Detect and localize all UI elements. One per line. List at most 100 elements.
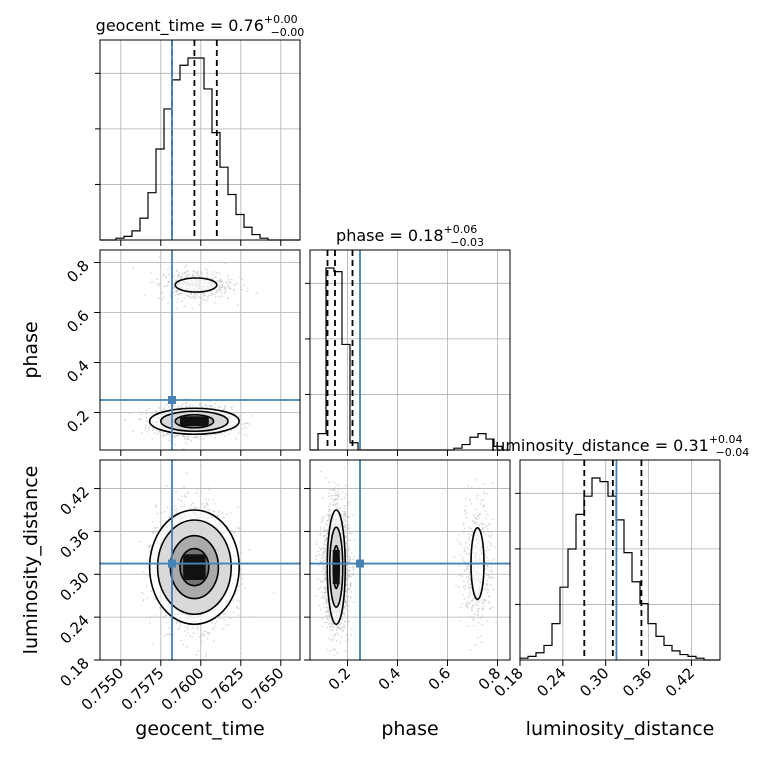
- sample-point: [208, 487, 211, 490]
- sample-point: [148, 426, 151, 429]
- sample-point: [187, 624, 190, 627]
- sample-point: [187, 661, 189, 663]
- sample-point: [204, 435, 207, 438]
- sample-point: [215, 620, 218, 623]
- sample-point: [235, 606, 238, 609]
- panel-title-geocent_time: geocent_time = 0.76+0.00 −0.00: [96, 13, 305, 39]
- sample-point: [124, 419, 126, 422]
- sample-point: [211, 405, 213, 408]
- sample-point: [324, 610, 327, 613]
- sample-point: [218, 281, 221, 283]
- contour-level-1: [174, 277, 218, 293]
- sample-point: [173, 287, 176, 290]
- sample-point: [199, 301, 202, 304]
- sample-point: [148, 407, 151, 410]
- sample-point: [315, 543, 318, 545]
- sample-point: [245, 290, 248, 293]
- sample-point: [158, 407, 161, 409]
- sample-point: [218, 271, 221, 274]
- sample-point: [208, 488, 211, 491]
- panel-frame: [99, 39, 301, 241]
- sample-point: [168, 626, 171, 629]
- sample-point: [197, 626, 199, 628]
- sample-point: [175, 269, 178, 272]
- sample-point: [240, 652, 243, 655]
- sample-point: [174, 294, 177, 297]
- sample-point: [328, 619, 330, 622]
- sample-point: [202, 438, 205, 440]
- sample-point: [321, 625, 324, 628]
- sample-point: [199, 636, 201, 639]
- sample-point: [201, 634, 204, 637]
- sample-point: [242, 412, 244, 414]
- sample-point: [156, 283, 159, 286]
- sample-point: [243, 425, 246, 428]
- sample-point: [146, 430, 149, 433]
- sample-point: [214, 623, 217, 625]
- sample-point: [236, 527, 239, 530]
- sample-point: [226, 513, 229, 516]
- sample-point: [248, 548, 251, 551]
- sample-point: [166, 506, 169, 509]
- sample-point: [237, 304, 239, 306]
- sample-point: [223, 404, 226, 407]
- sample-point: [333, 481, 336, 484]
- sample-point: [241, 427, 244, 430]
- sample-point: [193, 295, 195, 298]
- sample-point: [200, 437, 203, 439]
- sample-point: [206, 275, 209, 278]
- sample-point: [211, 628, 214, 631]
- sample-point: [206, 406, 209, 409]
- sample-point: [325, 514, 327, 516]
- sample-point: [226, 283, 229, 286]
- sample-point: [177, 276, 180, 278]
- pair-panel-geocent_time-phase: [94, 249, 301, 456]
- sample-point: [185, 634, 188, 637]
- sample-point: [329, 626, 332, 629]
- sample-point: [185, 472, 188, 474]
- sample-point: [206, 269, 209, 272]
- sample-point: [337, 491, 340, 494]
- sample-point: [217, 514, 219, 517]
- sample-point: [184, 436, 186, 439]
- sample-point: [152, 429, 155, 431]
- sample-point: [190, 439, 192, 442]
- sample-point: [239, 276, 242, 278]
- sample-point: [150, 590, 153, 593]
- sample-point: [211, 273, 214, 276]
- sample-point: [218, 406, 220, 408]
- sample-point: [164, 405, 166, 407]
- sample-point: [200, 296, 203, 299]
- sample-point: [243, 433, 246, 436]
- sample-point: [232, 611, 235, 614]
- sample-point: [228, 623, 231, 626]
- sample-point: [215, 291, 218, 294]
- sample-point: [214, 407, 216, 410]
- sample-point: [168, 434, 171, 437]
- sample-point: [177, 274, 180, 277]
- sample-point: [321, 519, 324, 521]
- sample-point: [152, 281, 155, 283]
- sample-point: [168, 516, 171, 519]
- sample-point: [228, 432, 230, 435]
- sample-point: [191, 636, 194, 638]
- sample-point: [185, 273, 187, 276]
- sample-point: [233, 532, 236, 534]
- sample-point: [343, 467, 346, 469]
- sample-point: [175, 491, 178, 494]
- density-core: [180, 416, 209, 427]
- sample-point: [167, 302, 170, 305]
- sample-point: [229, 511, 232, 514]
- sample-point: [225, 289, 227, 291]
- sample-point: [189, 406, 192, 408]
- sample-point: [227, 285, 229, 288]
- sample-point: [326, 621, 329, 624]
- sample-point: [181, 495, 184, 498]
- sample-point: [144, 424, 147, 427]
- sample-point: [183, 486, 185, 489]
- sample-point: [343, 614, 346, 616]
- sample-point: [246, 422, 249, 424]
- sample-point: [206, 637, 209, 640]
- sample-point: [147, 575, 149, 577]
- sample-point: [224, 262, 227, 265]
